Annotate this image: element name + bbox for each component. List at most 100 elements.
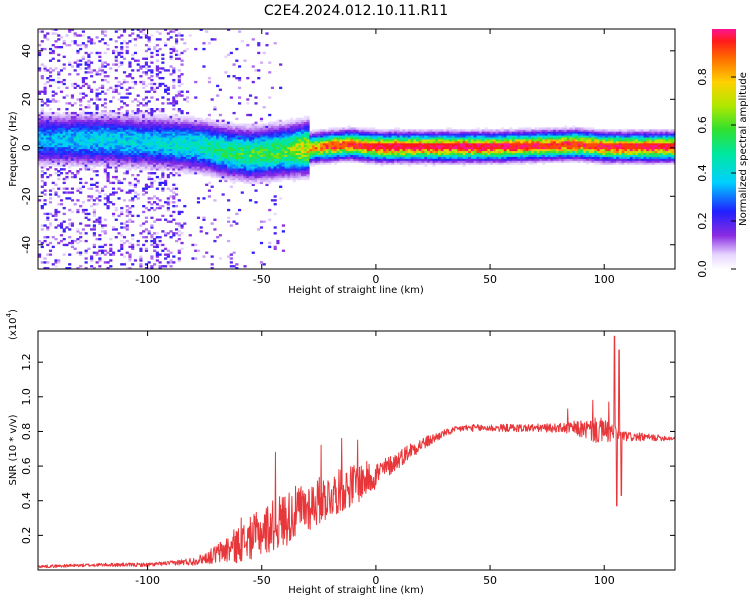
spectrogram-cell — [92, 121, 96, 124]
spectrogram-cell — [185, 121, 190, 124]
spectrogram-cell — [95, 146, 99, 150]
spectrogram-cell — [287, 175, 291, 179]
spectrogram-cell — [95, 173, 99, 177]
spectrogram-cell — [81, 57, 85, 60]
spectrogram-cell — [43, 224, 47, 227]
spectrogram-cell — [114, 144, 118, 148]
spectrogram-cell — [287, 119, 291, 123]
spectrogram-cell — [95, 164, 99, 167]
spectrogram-cell — [177, 75, 181, 78]
spectrogram-cell — [180, 152, 184, 155]
spectrogram-cell — [68, 113, 72, 117]
spectrogram-cell — [142, 142, 146, 146]
spectrogram-cell — [224, 166, 228, 169]
spectrogram-cell — [251, 175, 255, 179]
spectrogram-cell — [284, 156, 288, 159]
spectrogram-cell — [161, 265, 165, 268]
spectrogram-cell — [84, 216, 88, 219]
spectrogram-cell — [128, 253, 132, 256]
spectrogram-cell — [76, 172, 80, 175]
spectrogram-cell — [109, 117, 113, 121]
spectrogram-cell — [311, 160, 316, 163]
spectrogram-cell — [155, 162, 159, 165]
spectrogram-cell — [122, 146, 127, 150]
spectrogram-cell — [183, 168, 187, 171]
spectrogram-cell — [322, 162, 327, 165]
spectrogram-cell — [158, 141, 162, 144]
spectrogram-cell — [111, 152, 116, 155]
spectrogram-cell — [216, 123, 220, 126]
spectrogram-cell — [194, 172, 198, 175]
spectrogram-cell — [144, 141, 148, 144]
spectrogram-cell — [111, 139, 116, 142]
spectrogram-cell — [259, 175, 264, 179]
spectrogram-cell — [224, 146, 228, 150]
spectrogram-cell — [65, 226, 69, 229]
spectrogram-cell — [279, 154, 283, 157]
spectrogram-cell — [84, 181, 88, 185]
spectrogram-cell — [185, 158, 190, 161]
spectrogram-cell — [290, 160, 294, 163]
spectrogram-cell — [311, 141, 316, 144]
spectrogram-cell — [144, 228, 148, 231]
spectrogram-cell — [48, 144, 53, 148]
spectrogram-cell — [133, 259, 138, 262]
spectrogram-cell — [40, 224, 44, 227]
spectrogram-cell — [43, 137, 47, 140]
spectrogram-cell — [166, 253, 170, 256]
spectrogram-cell — [98, 164, 102, 167]
spectrogram-cell — [161, 125, 165, 128]
spectrogram-cell — [158, 129, 162, 132]
spectrogram-cell — [177, 127, 181, 130]
spectrogram-cell — [57, 160, 61, 163]
spectrogram-cell — [306, 148, 310, 152]
spectrogram-cell — [38, 92, 42, 95]
spectrogram-cell — [207, 117, 212, 121]
spectrogram-cell — [169, 119, 173, 123]
spectrogram-cell — [158, 32, 162, 35]
spectrogram-cell — [385, 129, 390, 132]
spectrogram-cell — [125, 158, 129, 161]
spectrogram-cell — [120, 34, 124, 37]
spectrogram-cell — [169, 154, 173, 157]
spectrogram-cell — [207, 154, 212, 157]
spectrogram-cell — [229, 168, 233, 171]
spectrogram-cell — [295, 127, 299, 130]
spectrogram-cell — [79, 181, 83, 185]
spectrogram-cell — [131, 205, 135, 208]
spectrogram-cell — [117, 158, 121, 161]
spectrogram-cell — [243, 172, 247, 175]
spectrogram-cell — [174, 125, 179, 128]
spectrogram-cell — [68, 263, 72, 266]
spectrogram-cell — [202, 142, 206, 146]
spectrogram-cell — [103, 230, 107, 233]
spectrogram-cell — [70, 104, 75, 107]
spectrogram-cell — [227, 123, 231, 126]
spectrogram-cell — [144, 133, 148, 136]
spectrogram-cell — [262, 139, 266, 142]
spectrogram-cell — [383, 160, 387, 163]
spectrogram-cell — [43, 141, 47, 144]
spectrogram-cell — [402, 162, 406, 165]
spectrogram-cell — [218, 173, 222, 177]
spectrogram-cell — [70, 160, 75, 163]
spectrogram-cell — [185, 148, 190, 152]
spectrogram-cell — [158, 261, 162, 264]
spectrogram-cell — [43, 92, 47, 95]
spectrogram-cell — [232, 111, 236, 115]
spectrogram-cell — [57, 144, 61, 148]
spectrogram-cell — [303, 129, 307, 132]
spectrogram-cell — [87, 115, 91, 119]
spectrogram-cell — [185, 47, 190, 51]
spectrogram-cell — [147, 144, 151, 148]
spectrogram-cell — [383, 148, 387, 152]
spectrogram-cell — [120, 127, 124, 130]
spectrogram-cell — [46, 119, 50, 123]
spectrogram-cell — [128, 255, 132, 258]
spectrogram-cell — [98, 144, 102, 148]
spectrogram-cell — [144, 146, 148, 150]
spectrogram-cell — [68, 218, 72, 221]
spectrogram-cell — [57, 123, 61, 126]
spectrogram-cell — [177, 234, 181, 237]
spectrogram-cell — [391, 131, 395, 134]
